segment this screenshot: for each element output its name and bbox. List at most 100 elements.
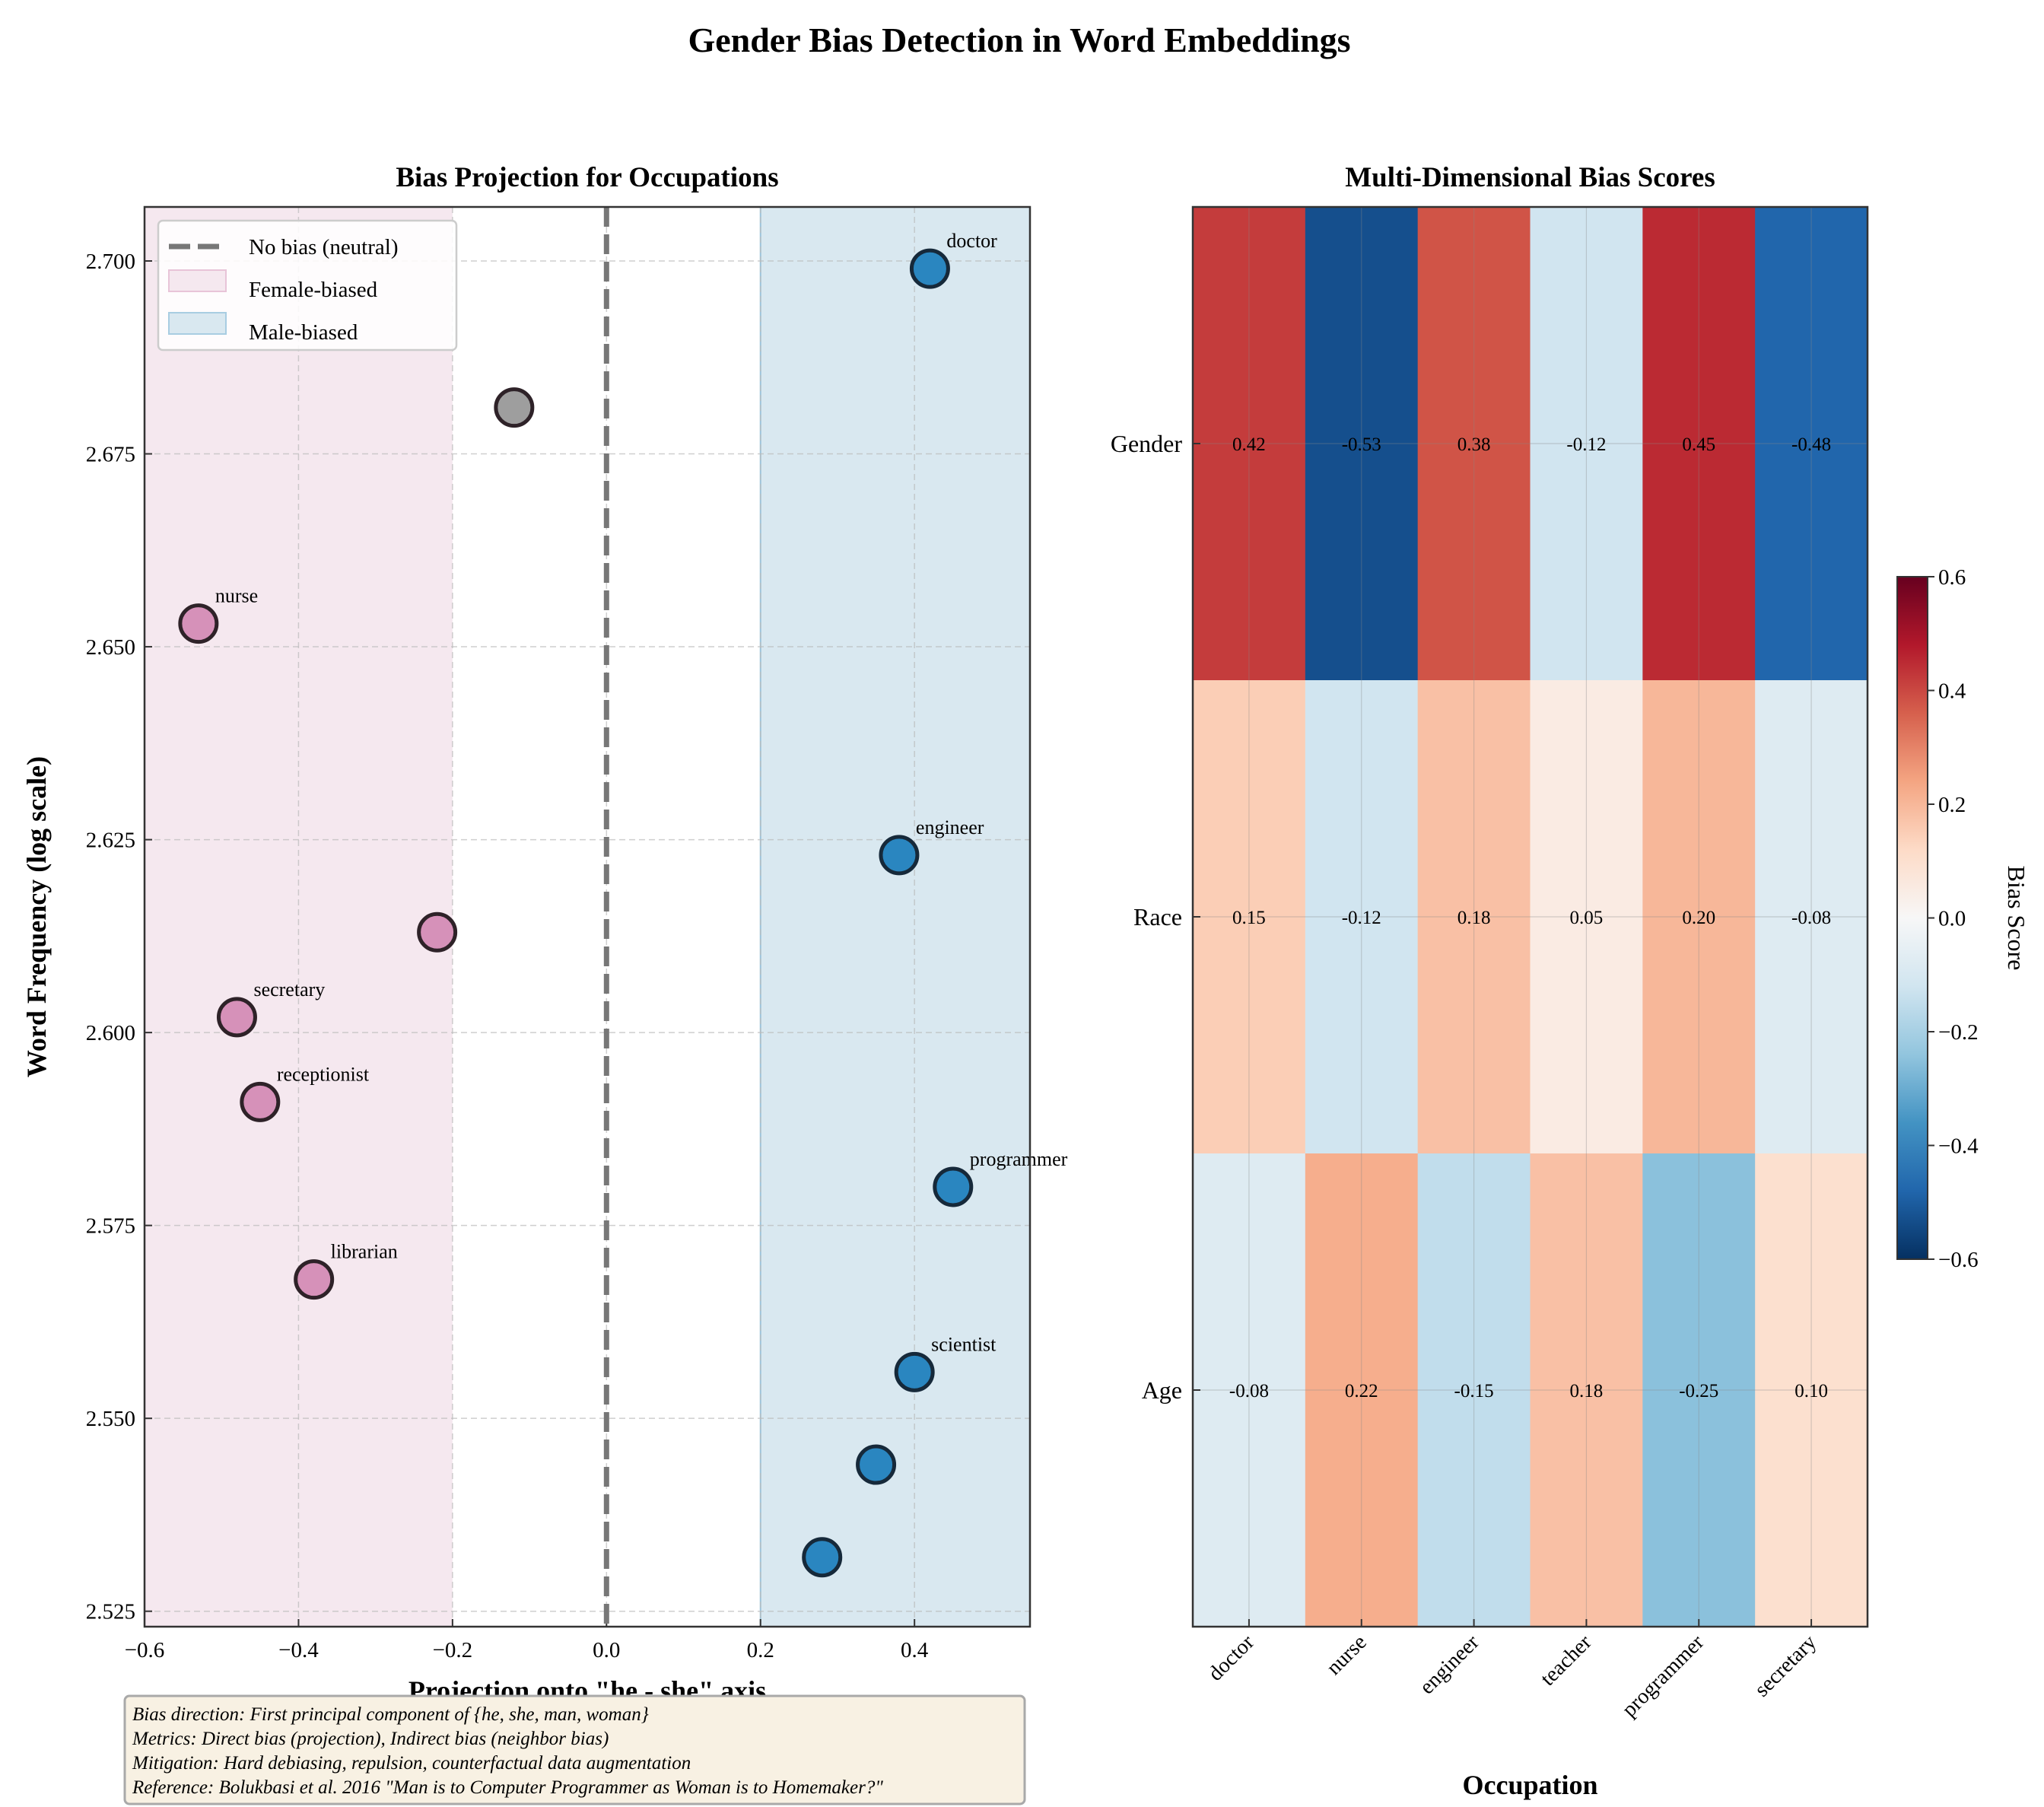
y-tick-label: 2.700 — [86, 250, 135, 274]
point-label: programmer — [970, 1148, 1068, 1170]
cell-value-label: 0.22 — [1345, 1381, 1378, 1401]
y-tick-label: 2.675 — [86, 443, 135, 467]
point-label: librarian — [331, 1241, 398, 1263]
cell-value-label: 0.18 — [1458, 908, 1491, 928]
female-region — [145, 207, 453, 1627]
heatmap-cell — [1530, 680, 1643, 1154]
column-label: nurse — [1322, 1630, 1372, 1680]
y-tick-label: 2.625 — [86, 829, 135, 853]
colorbar-tick-label: 0.6 — [1938, 565, 1966, 590]
heatmap-cell — [1305, 680, 1419, 1154]
heatmap-cell — [1193, 1153, 1306, 1627]
plot-frame — [143, 205, 1032, 1628]
scatter-plot: −0.6 −0.4 −0.2 0.0 0.2 0.4 2.525 2.550 2.575 2.60… — [21, 162, 1068, 1706]
heatmap-cell — [1642, 1153, 1756, 1627]
cell-value-label: 0.42 — [1232, 434, 1266, 455]
heatmap-cell — [1755, 680, 1868, 1154]
heatmap: 0.42 -0.53 0.38 -0.12 0.45 -0.48 0.15 -0.12 0.18… — [1111, 162, 2030, 1800]
heatmap-cell — [1305, 1153, 1419, 1627]
heatmap-cell — [1193, 207, 1306, 681]
point-label: engineer — [916, 816, 984, 838]
heatmap-cell — [1193, 680, 1306, 1154]
legend-swatch-female — [168, 269, 227, 292]
figure-title: Gender Bias Detection in Word Embeddings — [688, 21, 1350, 59]
cell-value-label: 0.05 — [1570, 908, 1604, 928]
colorbar: 0.6 0.4 0.2 0.0 −0.2 −0.4 −0.6 Bias Score — [1896, 565, 2030, 1272]
point-label: scientist — [931, 1333, 997, 1355]
note-line: Reference: Bolukbasi et al. 2016 "Man is… — [132, 1777, 883, 1798]
data-point — [494, 387, 535, 428]
y-tick-label: 2.550 — [86, 1407, 135, 1431]
legend-label: No bias (neutral) — [249, 235, 399, 259]
legend-box — [157, 219, 458, 352]
data-point — [178, 603, 219, 644]
y-tick-label: 2.600 — [86, 1021, 135, 1045]
cell-value-label: 0.45 — [1682, 434, 1715, 455]
y-tick-label: 2.650 — [86, 635, 135, 660]
cell-value-label: -0.53 — [1342, 434, 1381, 455]
colorbar-tick-label: −0.6 — [1938, 1248, 1979, 1272]
legend-label: Male-biased — [249, 320, 358, 345]
data-point — [933, 1166, 974, 1207]
heatmap-cell — [1417, 207, 1531, 681]
note-line: Metrics: Direct bias (projection), Indir… — [132, 1729, 609, 1749]
cell-value-label: -0.25 — [1679, 1381, 1718, 1401]
heatmap-cell — [1755, 1153, 1868, 1627]
heatmap-cell — [1417, 1153, 1531, 1627]
x-tick-label: −0.2 — [433, 1638, 473, 1662]
point-label: nurse — [215, 585, 258, 607]
cell-value-label: -0.15 — [1454, 1381, 1494, 1401]
data-point — [909, 248, 950, 289]
y-axis-label: Word Frequency (log scale) — [21, 756, 52, 1077]
data-point — [856, 1444, 897, 1485]
cell-value-label: -0.08 — [1791, 908, 1831, 928]
column-label: engineer — [1415, 1630, 1484, 1700]
column-label: teacher — [1536, 1630, 1597, 1691]
colorbar-tick-label: 0.4 — [1938, 679, 1966, 704]
cell-value-label: 0.15 — [1232, 908, 1266, 928]
point-label: doctor — [946, 230, 997, 252]
colorbar-tick-label: 0.0 — [1938, 907, 1966, 931]
column-label: programmer — [1617, 1630, 1709, 1722]
notes-box: Bias direction: First principal componen… — [123, 1694, 1026, 1805]
data-point — [240, 1081, 281, 1122]
x-tick-label: 0.2 — [747, 1638, 774, 1662]
colorbar-tick-label: 0.2 — [1938, 793, 1966, 817]
cell-value-label: -0.12 — [1566, 434, 1606, 455]
colorbar-bar — [1896, 576, 1928, 1260]
cell-value-label: 0.20 — [1682, 908, 1715, 928]
column-label: doctor — [1203, 1630, 1259, 1686]
row-label: Age — [1142, 1376, 1182, 1404]
cell-value-label: 0.10 — [1794, 1381, 1828, 1401]
row-label: Race — [1133, 903, 1182, 931]
heatmap-cell — [1642, 207, 1756, 681]
cell-value-label: 0.38 — [1458, 434, 1491, 455]
data-point — [417, 911, 458, 953]
scatter-title: Bias Projection for Occupations — [396, 162, 778, 193]
legend-swatch-male — [168, 312, 227, 335]
legend-label: Female-biased — [249, 278, 378, 302]
cell-value-label: -0.08 — [1229, 1381, 1269, 1401]
y-tick-label: 2.525 — [86, 1600, 135, 1624]
data-point — [294, 1259, 335, 1300]
data-point — [879, 835, 920, 876]
x-tick-label: −0.4 — [278, 1638, 319, 1662]
heatmap-cell — [1305, 207, 1419, 681]
legend: No bias (neutral) Female-biased Male-biase… — [157, 219, 458, 352]
colorbar-label: Bias Score — [2003, 866, 2030, 971]
notes-background — [123, 1694, 1026, 1805]
heatmap-title: Multi-Dimensional Bias Scores — [1345, 162, 1715, 193]
data-point — [802, 1537, 843, 1578]
data-point — [894, 1351, 935, 1392]
point-label: secretary — [253, 978, 325, 1001]
heatmap-cell — [1530, 207, 1643, 681]
note-line: Bias direction: First principal componen… — [132, 1704, 649, 1725]
x-tick-label: 0.4 — [901, 1638, 929, 1662]
column-label: secretary — [1750, 1630, 1821, 1701]
y-tick-label: 2.575 — [86, 1214, 135, 1239]
cell-value-label: 0.18 — [1570, 1381, 1604, 1401]
heatmap-frame — [1191, 205, 1869, 1628]
x-axis-label: Occupation — [1462, 1770, 1597, 1800]
cell-value-label: -0.48 — [1791, 434, 1831, 455]
